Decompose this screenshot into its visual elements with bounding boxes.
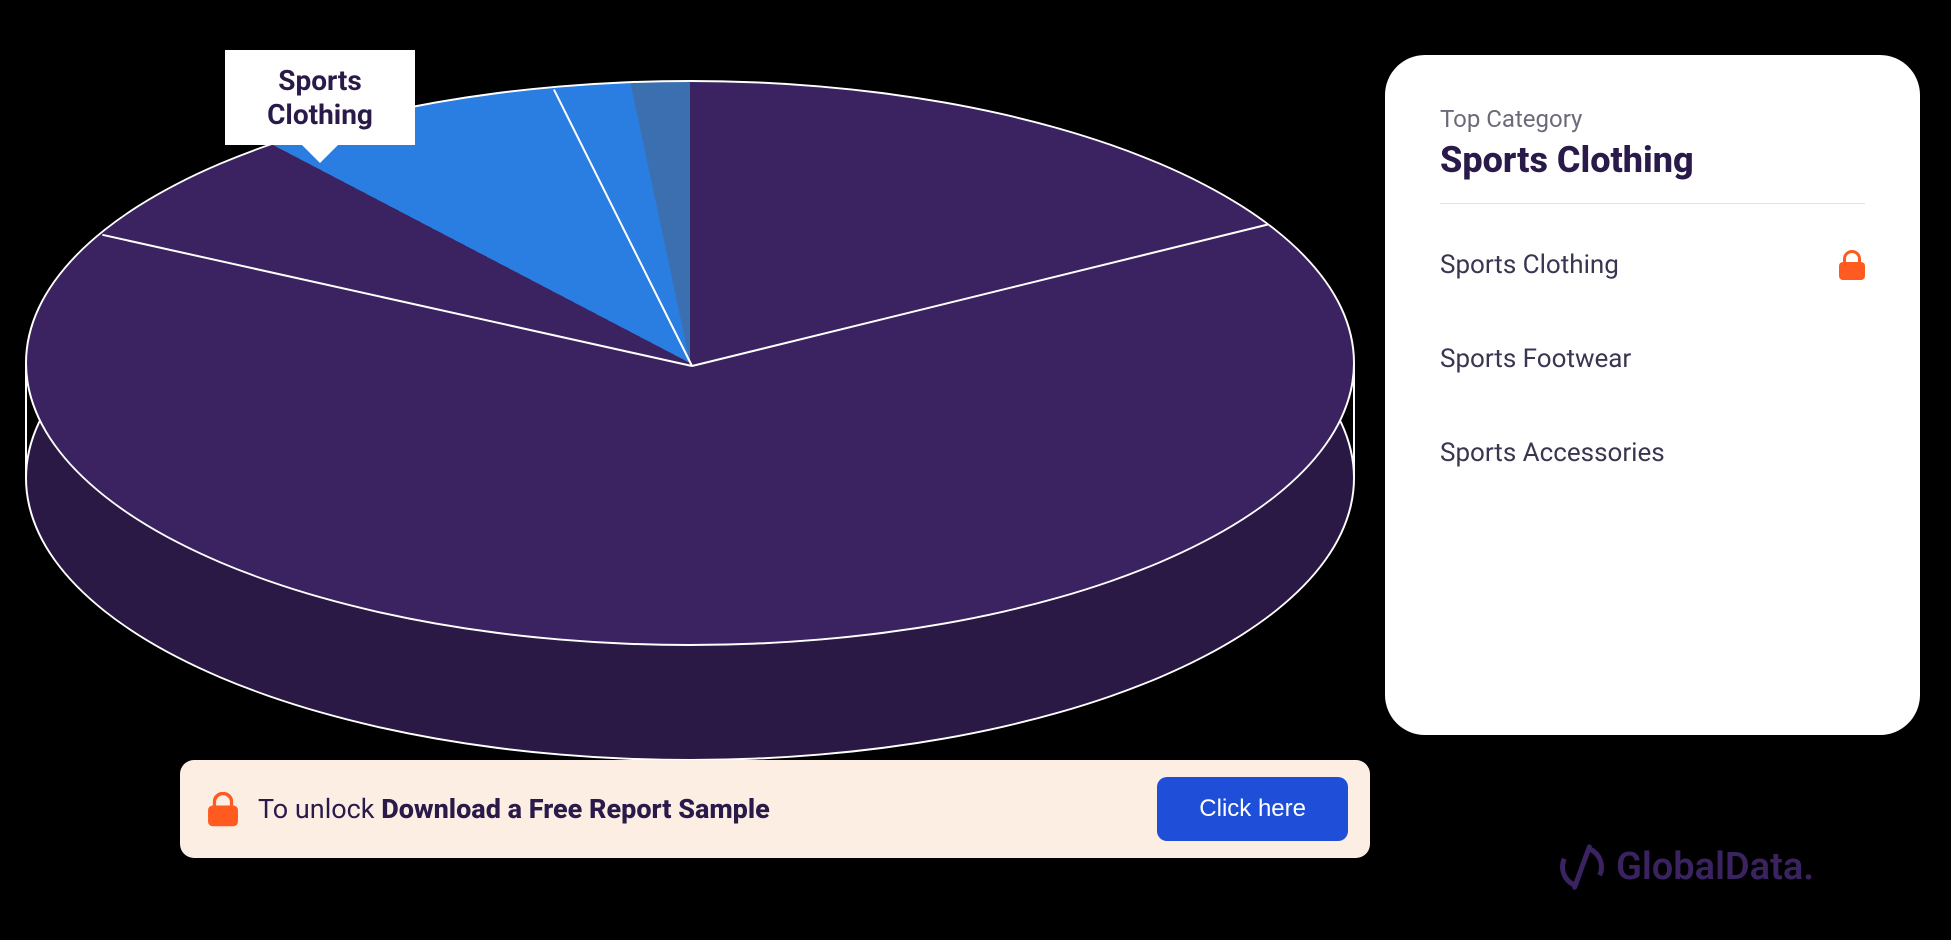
legend-row-label: Sports Footwear	[1440, 344, 1631, 374]
pie-seam	[1353, 363, 1355, 478]
unlock-banner-text-bold: Download a Free Report Sample	[381, 793, 770, 825]
pie-divider	[553, 89, 693, 367]
pie-callout-sports-clothing: SportsClothing	[225, 50, 415, 145]
legend-card: Top Category Sports Clothing Sports Clothi…	[1385, 55, 1920, 735]
legend-row-label: Sports Clothing	[1440, 250, 1619, 280]
brand-mark: GlobalData.	[1560, 845, 1814, 889]
pie-seam	[25, 363, 27, 478]
legend-divider	[1440, 203, 1865, 204]
pie-divider	[692, 224, 1268, 367]
legend-headline: Sports Clothing	[1440, 139, 1865, 181]
pie-divider	[102, 234, 692, 367]
legend-row-label: Sports Accessories	[1440, 438, 1665, 468]
brand-text-dot: .	[1803, 845, 1814, 889]
brand-text-main: GlobalData	[1616, 845, 1803, 889]
lock-icon	[208, 792, 238, 827]
unlock-banner-text-prefix: To unlock	[258, 793, 381, 825]
lock-icon	[1839, 250, 1865, 280]
download-sample-button[interactable]: Click here	[1157, 777, 1348, 841]
legend-eyebrow: Top Category	[1440, 105, 1865, 133]
unlock-banner: To unlock Download a Free Report Sample C…	[180, 760, 1370, 858]
legend-row[interactable]: Sports Accessories	[1440, 406, 1865, 500]
legend-row[interactable]: Sports Clothing	[1440, 218, 1865, 312]
legend-row[interactable]: Sports Footwear	[1440, 312, 1865, 406]
brand-text: GlobalData.	[1616, 845, 1814, 889]
pie-callout-line2: Clothing	[225, 98, 415, 132]
pie-callout-line1: Sports	[225, 64, 415, 98]
unlock-banner-text: To unlock Download a Free Report Sample	[258, 793, 1135, 825]
globaldata-icon	[1560, 845, 1604, 889]
category-share-pie	[25, 80, 1355, 761]
